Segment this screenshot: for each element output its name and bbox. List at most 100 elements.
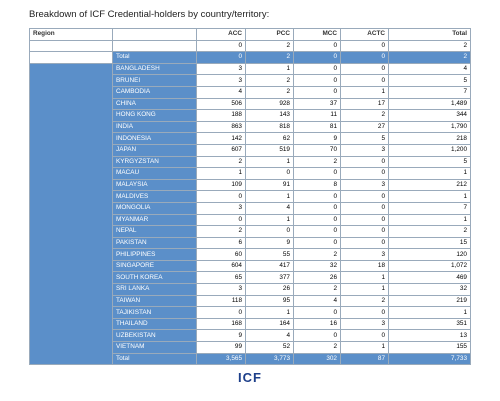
cell: 0 xyxy=(196,306,246,319)
cell: 143 xyxy=(245,109,294,122)
cell: 3 xyxy=(340,143,389,157)
cell: SRI LANKA xyxy=(112,283,197,296)
cell: 9 xyxy=(245,236,294,250)
row: NEPAL 2 0 0 0 2 xyxy=(30,225,471,238)
cell: MACAU xyxy=(112,167,197,180)
cell: ACC xyxy=(196,28,246,41)
row: Total 0 2 0 0 2 xyxy=(29,51,471,64)
cell: 16 xyxy=(293,317,341,331)
cell: TAJIKISTAN xyxy=(112,306,197,319)
cell: MYANMAR xyxy=(112,213,197,227)
cell: 0 xyxy=(293,213,341,227)
cell: 60 xyxy=(196,248,246,261)
cell: BANGLADESH xyxy=(112,62,197,76)
cell: 1 xyxy=(245,306,294,319)
cell: INDONESIA xyxy=(112,132,197,145)
cell: 607 xyxy=(196,143,246,157)
cell: 928 xyxy=(245,97,294,111)
cell: 2 xyxy=(245,85,294,99)
cell: 417 xyxy=(245,259,294,273)
row: CAMBODIA 4 2 0 1 7 xyxy=(30,85,471,99)
row: MONGOLIA 3 4 0 0 7 xyxy=(30,201,471,215)
cell: 109 xyxy=(196,178,246,192)
cell: 37 xyxy=(293,97,341,111)
cell: CHINA xyxy=(112,97,197,111)
total-row: Total 3,565 3,773 302 87 7,733 xyxy=(30,352,471,366)
cell: 120 xyxy=(388,248,471,261)
cell: 0 xyxy=(293,167,341,180)
cell: CAMBODIA xyxy=(112,85,197,99)
row: MYANMAR 0 1 0 0 1 xyxy=(30,213,471,227)
cell: 0 xyxy=(293,236,341,250)
cell: 118 xyxy=(196,294,246,308)
cell xyxy=(29,62,113,366)
cell: Total xyxy=(112,352,197,366)
cell: 1 xyxy=(388,167,471,180)
row: MALDIVES 0 1 0 0 1 xyxy=(30,190,471,203)
cell: 1,072 xyxy=(388,259,471,273)
cell: 1 xyxy=(245,155,294,169)
cell: 3,773 xyxy=(245,352,294,366)
row: HONG KONG 188 143 11 2 344 xyxy=(30,109,471,122)
cell: 1,489 xyxy=(388,97,471,111)
cell: 519 xyxy=(245,143,294,157)
cell: 0 xyxy=(293,190,341,203)
cell: 55 xyxy=(245,248,294,261)
cell: 2 xyxy=(245,39,294,53)
cell: 818 xyxy=(245,120,294,134)
cell: 0 xyxy=(340,39,389,53)
cell: 3 xyxy=(196,74,246,87)
cell: 0 xyxy=(293,62,341,76)
cell: 11 xyxy=(293,109,341,122)
cell: 5 xyxy=(340,132,389,145)
row: PHILIPPINES 60 55 2 3 120 xyxy=(30,248,471,261)
cell: 1 xyxy=(245,190,294,203)
row: INDIA 863 818 81 27 1,790 xyxy=(30,120,471,134)
cell: 0 xyxy=(340,225,389,238)
cell: 302 xyxy=(293,352,341,366)
cell: 6 xyxy=(196,236,246,250)
cell: 0 xyxy=(293,306,341,319)
cell: 1 xyxy=(388,213,471,227)
cell: VIETNAM xyxy=(112,341,197,354)
cell: 17 xyxy=(340,97,389,111)
cell: 0 xyxy=(293,51,341,64)
row: BANGLADESH 3 1 0 0 4 xyxy=(29,62,471,366)
cell: 219 xyxy=(388,294,471,308)
row: KYRGYZSTAN 2 1 2 0 5 xyxy=(30,155,471,169)
cell: 1 xyxy=(245,213,294,227)
row: PAKISTAN 6 9 0 0 15 xyxy=(30,236,471,250)
cell: 2 xyxy=(293,248,341,261)
cell: 70 xyxy=(293,143,341,157)
cell: 0 xyxy=(196,213,246,227)
logo: ICF xyxy=(238,370,262,385)
cell: 87 xyxy=(340,352,389,366)
cell: MCC xyxy=(293,28,341,41)
cell: 8 xyxy=(293,178,341,192)
cell: 5 xyxy=(388,155,471,169)
cell: 0 xyxy=(340,155,389,169)
cell: 0 xyxy=(340,236,389,250)
cell: 65 xyxy=(196,271,246,285)
cell: 95 xyxy=(245,294,294,308)
cell: NEPAL xyxy=(112,225,197,238)
cell: 1 xyxy=(388,306,471,319)
cell: SINGAPORE xyxy=(112,259,197,273)
cell: 0 xyxy=(340,201,389,215)
cell: 2 xyxy=(340,294,389,308)
cell: THAILAND xyxy=(112,317,197,331)
cell: 155 xyxy=(388,341,471,354)
cell: 212 xyxy=(388,178,471,192)
cell xyxy=(112,39,197,53)
cell: 4 xyxy=(245,201,294,215)
cell: JAPAN xyxy=(112,143,197,157)
cell: 0 xyxy=(293,74,341,87)
cell: 4 xyxy=(388,62,471,76)
cell: 1 xyxy=(340,85,389,99)
cell: 3 xyxy=(340,317,389,331)
cell: PHILIPPINES xyxy=(112,248,197,261)
cell: 0 xyxy=(245,167,294,180)
row: MALAYSIA 109 91 8 3 212 xyxy=(30,178,471,192)
cell: HONG KONG xyxy=(112,109,197,122)
cell: 0 xyxy=(340,167,389,180)
